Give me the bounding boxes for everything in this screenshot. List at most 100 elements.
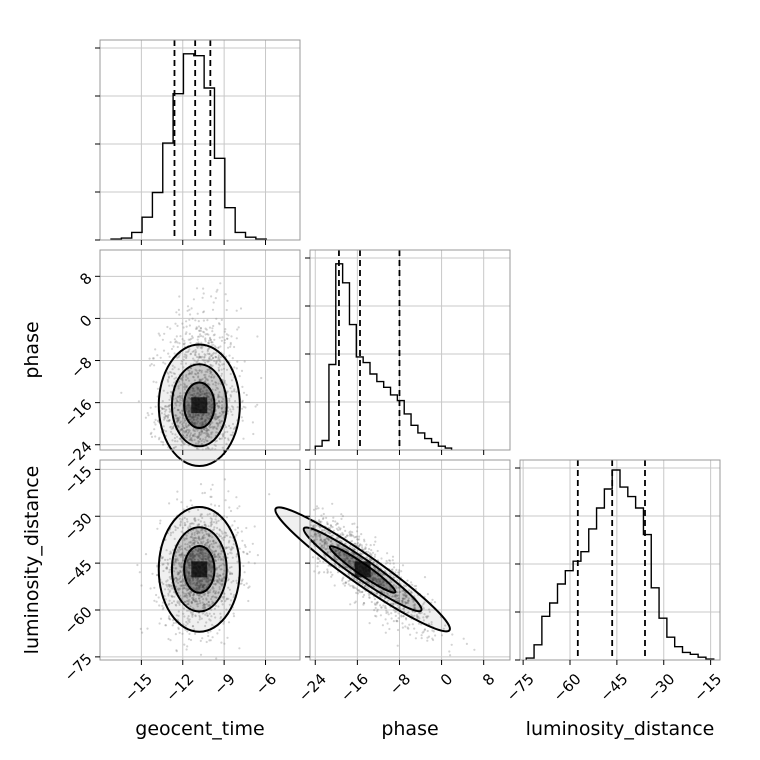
- sample-point: [218, 415, 221, 418]
- sample-point: [169, 341, 172, 344]
- sample-point: [200, 439, 203, 442]
- sample-point: [385, 609, 388, 613]
- sample-point: [207, 413, 210, 416]
- sample-point: [182, 441, 185, 444]
- sample-point: [217, 346, 220, 350]
- sample-point: [120, 391, 123, 394]
- sample-point: [179, 429, 182, 432]
- sample-point: [179, 420, 182, 423]
- sample-point: [245, 393, 248, 397]
- sample-point: [322, 516, 325, 520]
- sample-point: [214, 355, 217, 358]
- sample-point: [201, 422, 204, 425]
- sample-point: [208, 383, 211, 387]
- sample-point: [156, 354, 159, 357]
- sample-point: [200, 369, 203, 372]
- sample-point: [210, 495, 213, 498]
- y-tick-label: −45: [61, 556, 96, 591]
- sample-point: [256, 554, 259, 557]
- sample-point: [211, 406, 214, 409]
- sample-point: [317, 507, 320, 510]
- sample-point: [206, 447, 209, 450]
- sample-point: [384, 631, 387, 634]
- sample-point: [166, 378, 169, 381]
- sample-point: [219, 415, 222, 418]
- sample-point: [187, 415, 190, 418]
- sample-point: [199, 483, 203, 486]
- sample-point: [194, 413, 197, 416]
- sample-point: [161, 400, 164, 403]
- sample-point: [149, 587, 152, 590]
- sample-point: [204, 327, 207, 330]
- sample-point: [244, 406, 247, 409]
- sample-point: [146, 412, 149, 415]
- y-axis-label: luminosity_distance: [21, 466, 43, 655]
- sample-point: [205, 427, 208, 430]
- sample-point: [218, 420, 222, 423]
- sample-point: [404, 625, 407, 628]
- sample-point: [235, 367, 238, 370]
- sample-point: [176, 490, 179, 493]
- sample-point: [169, 370, 172, 374]
- sample-point: [196, 436, 200, 440]
- sample-point: [180, 427, 183, 430]
- sample-point: [198, 440, 201, 443]
- sample-point: [149, 432, 152, 436]
- sample-point: [178, 313, 181, 316]
- sample-point: [203, 491, 206, 494]
- sample-point: [177, 355, 180, 359]
- sample-point: [189, 418, 192, 421]
- sample-point: [208, 352, 211, 355]
- sample-point: [164, 362, 167, 365]
- sample-point: [358, 535, 361, 538]
- sample-point: [175, 404, 178, 407]
- sample-point: [207, 342, 210, 345]
- y-axis-label: phase: [21, 321, 43, 378]
- sample-point: [192, 350, 195, 353]
- sample-point: [206, 439, 209, 442]
- density-peak: [354, 561, 371, 578]
- sample-point: [199, 329, 203, 332]
- sample-point: [176, 400, 179, 403]
- sample-point: [347, 580, 350, 583]
- sample-point: [217, 346, 220, 349]
- sample-point: [183, 643, 186, 646]
- sample-point: [381, 624, 384, 627]
- sample-point: [188, 324, 191, 327]
- sample-point: [209, 426, 213, 429]
- sample-point: [183, 343, 186, 346]
- sample-point: [201, 345, 204, 348]
- sample-point: [228, 506, 231, 509]
- sample-point: [205, 640, 208, 644]
- sample-point: [233, 366, 236, 369]
- sample-point: [188, 391, 191, 394]
- sample-point: [322, 512, 325, 516]
- sample-point: [157, 438, 161, 441]
- sample-point: [179, 398, 182, 402]
- sample-point: [180, 396, 183, 400]
- sample-point: [440, 634, 444, 637]
- sample-point: [197, 435, 200, 438]
- sample-point: [138, 571, 141, 574]
- sample-point: [176, 416, 179, 419]
- sample-point: [170, 347, 174, 351]
- sample-point: [186, 645, 189, 648]
- sample-point: [191, 439, 194, 442]
- sample-point: [351, 539, 354, 543]
- sample-point: [169, 390, 172, 393]
- sample-point: [146, 627, 149, 630]
- sample-point: [211, 405, 214, 408]
- sample-point: [229, 427, 232, 430]
- sample-point: [186, 434, 189, 437]
- x-tick-label: −9: [211, 670, 239, 698]
- sample-point: [179, 396, 182, 399]
- sample-point: [189, 372, 192, 375]
- sample-point: [400, 570, 403, 573]
- sample-point: [192, 375, 195, 378]
- sample-point: [192, 418, 195, 422]
- sample-point: [220, 641, 223, 644]
- sample-point: [234, 528, 237, 531]
- sample-point: [214, 418, 217, 421]
- sample-point: [189, 434, 192, 437]
- sample-point: [450, 643, 453, 646]
